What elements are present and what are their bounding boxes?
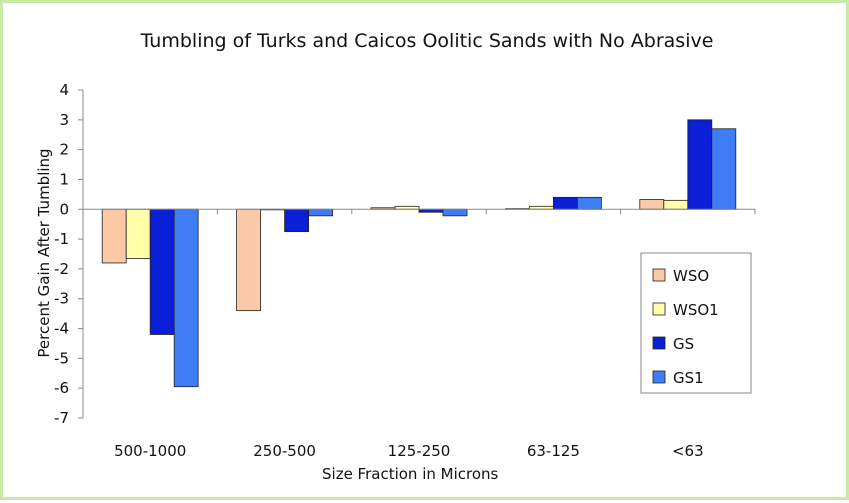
y-tick-label: -3 xyxy=(54,290,69,308)
y-tick-label: -6 xyxy=(54,379,69,397)
bar-wso xyxy=(236,208,262,312)
chart-title: Tumbling of Turks and Caicos Oolitic San… xyxy=(140,30,714,52)
bar-gs xyxy=(687,119,713,210)
bar-gs1 xyxy=(577,196,602,210)
bar-gs1 xyxy=(442,208,468,217)
legend-label: WSO1 xyxy=(673,301,719,319)
bar-gs xyxy=(284,208,310,233)
x-tick-label: 63-125 xyxy=(527,442,580,460)
y-axis-label: Percent Gain After Tumbling xyxy=(35,148,53,357)
y-tick-label: 2 xyxy=(59,141,69,159)
legend-label: GS xyxy=(673,335,694,353)
bar-gs1 xyxy=(173,208,199,388)
bar-gs xyxy=(553,196,578,210)
legend-swatch xyxy=(652,336,666,350)
x-tick-label: 500-1000 xyxy=(114,442,186,460)
axes-group: 4 3 2 1 0 -1 -2 -3 -4 -5 -6 -7 500-1000 250-500 125-25… xyxy=(54,81,756,460)
y-tick-label: -7 xyxy=(54,409,69,427)
legend-label: WSO xyxy=(673,267,709,285)
legend: WSO WSO1 GS GS1 xyxy=(640,252,752,394)
y-tick-label: -1 xyxy=(54,230,69,248)
y-tick-label: 1 xyxy=(59,170,69,188)
y-tick-label: -4 xyxy=(54,320,69,338)
bar-gs1 xyxy=(711,128,737,210)
y-tick-label: 0 xyxy=(59,200,69,218)
bar-wso xyxy=(101,208,127,264)
legend-swatch xyxy=(652,268,666,282)
legend-swatch xyxy=(652,370,666,384)
bar-gs xyxy=(149,208,175,335)
bar-wso xyxy=(639,199,665,210)
x-tick-label: 125-250 xyxy=(388,442,451,460)
legend-swatch xyxy=(652,302,666,316)
bar-wso1 xyxy=(663,199,689,210)
bar-chart: Tumbling of Turks and Caicos Oolitic San… xyxy=(35,30,756,483)
y-tick-label: -5 xyxy=(54,349,69,367)
x-axis-label: Size Fraction in Microns xyxy=(322,465,499,483)
legend-label: GS1 xyxy=(673,369,704,387)
y-tick-label: 3 xyxy=(59,111,69,129)
y-tick-label: -2 xyxy=(54,260,69,278)
bar-wso1 xyxy=(125,208,151,259)
bar-gs1 xyxy=(308,208,334,217)
x-tick-label: 250-500 xyxy=(253,442,316,460)
y-tick-label: 4 xyxy=(59,81,69,99)
x-tick-label: <63 xyxy=(672,442,704,460)
